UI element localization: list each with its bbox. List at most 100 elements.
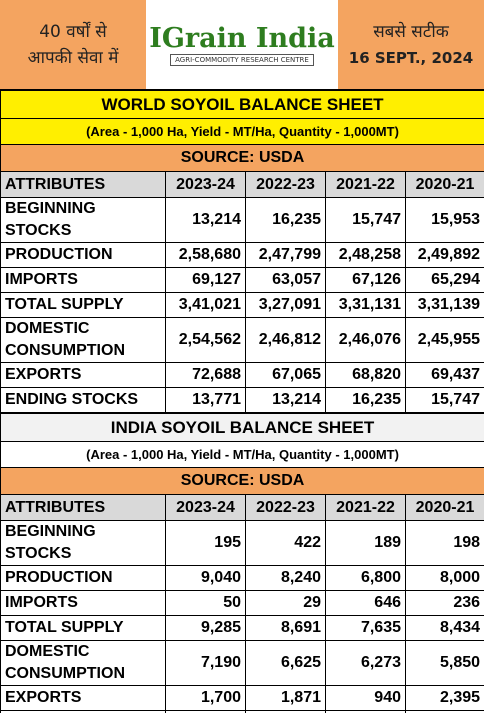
section-subtitle: (Area - 1,000 Ha, Yield - MT/Ha, Quantit… (0, 441, 484, 468)
cell-value: 72,688 (165, 362, 246, 388)
row-label: EXPORTS (0, 685, 166, 711)
column-header: 2020-21 (405, 171, 484, 198)
tagline: आपकी सेवा में (27, 47, 119, 68)
row-label: BEGINNING STOCKS (0, 520, 166, 566)
column-header: 2023-24 (165, 171, 246, 198)
row-label: DOMESTIC CONSUMPTION (0, 640, 166, 686)
cell-value: 646 (325, 590, 406, 616)
cell-value: 6,625 (245, 640, 326, 686)
section-subtitle: (Area - 1,000 Ha, Yield - MT/Ha, Quantit… (0, 118, 484, 145)
row: PRODUCTION 9,040 8,240 6,800 8,000 (0, 565, 484, 591)
cell-value: 13,771 (165, 387, 246, 413)
tables: WORLD SOYOIL BALANCE SHEET (Area - 1,000 … (0, 90, 484, 713)
column-header: 2022-23 (245, 494, 326, 521)
cell-value: 7,635 (325, 615, 406, 641)
column-header: ATTRIBUTES (0, 494, 166, 521)
cell-value: 69,437 (405, 362, 484, 388)
cell-value: 63,057 (245, 267, 326, 293)
cell-value: 7,190 (165, 640, 246, 686)
row-label: DOMESTIC CONSUMPTION (0, 317, 166, 363)
logo: IGrain India (149, 23, 335, 54)
logo-tagline: AGRI-COMMODITY RESEARCH CENTRE (170, 54, 314, 66)
date: 16 SEPT., 2024 (348, 48, 474, 67)
row: ENDING STOCKS395195422189 (0, 710, 484, 713)
column-header: 2022-23 (245, 171, 326, 198)
tagline: 40 वर्षों से (39, 21, 107, 42)
row: IMPORTS 50 29 646 236 (0, 590, 484, 616)
cell-value: 189 (325, 520, 406, 566)
cell-value: 67,065 (245, 362, 326, 388)
cell-value: 2,46,812 (245, 317, 326, 363)
row: BEGINNING STOCKS 195 422 189 198 (0, 520, 484, 566)
cell-value: 3,27,091 (245, 292, 326, 318)
cell-value: 422 (245, 520, 326, 566)
cell-value: 8,691 (245, 615, 326, 641)
cell-value: 236 (404, 590, 484, 616)
row-label: ENDING STOCKS (0, 387, 166, 413)
cell-value: 3,31,131 (325, 292, 406, 318)
cell-value: 2,47,799 (245, 242, 326, 268)
cell-value: 198 (404, 520, 484, 566)
cell-value: 2,45,955 (405, 317, 484, 363)
row-label: BEGINNING STOCKS (0, 197, 166, 243)
row: ENDING STOCKS 13,771 13,214 16,235 15,747 (0, 387, 484, 413)
row: IMPORTS 69,127 63,057 67,126 65,294 (0, 267, 484, 293)
section-title: WORLD SOYOIL BALANCE SHEET (0, 90, 484, 119)
cell-value: 5,850 (404, 640, 484, 686)
section-title: INDIA SOYOIL BALANCE SHEET (0, 413, 484, 442)
header-left: 40 वर्षों से आपकी सेवा में (0, 0, 146, 89)
cell-value: 6,273 (325, 640, 406, 686)
column-header: 2023-24 (165, 494, 246, 521)
cell-value: 1,871 (245, 685, 326, 711)
row: WORLD SOYOIL BALANCE SHEET (0, 90, 484, 119)
row-label: EXPORTS (0, 362, 166, 388)
column-header: 2021-22 (325, 171, 406, 198)
cell-value: 29 (245, 590, 326, 616)
row: PRODUCTION 2,58,680 2,47,799 2,48,258 2,49,8… (0, 242, 484, 268)
row: TOTAL SUPPLY 9,285 8,691 7,635 8,434 (0, 615, 484, 641)
row: EXPORTS 1,700 1,871 940 2,395 (0, 685, 484, 711)
row: ATTRIBUTES 2023-24 2022-23 2021-22 2020-21 (0, 171, 484, 198)
cell-value: 195 (165, 520, 246, 566)
cell-value: 16,235 (245, 197, 326, 243)
row-label: IMPORTS (0, 267, 166, 293)
row-label: PRODUCTION (0, 565, 166, 591)
column-header: 2020-21 (404, 494, 484, 521)
row: DOMESTIC CONSUMPTION 2,54,562 2,46,812 2,46… (0, 317, 484, 363)
row-label: PRODUCTION (0, 242, 166, 268)
row: ATTRIBUTES 2023-24 2022-23 2021-22 2020-21 (0, 494, 484, 521)
balance-sheet: INDIA SOYOIL BALANCE SHEET (Area - 1,000 … (0, 413, 484, 713)
cell-value: 8,240 (245, 565, 326, 591)
logo-box: IGrain India AGRI-COMMODITY RESEARCH CEN… (146, 0, 338, 89)
cell-value: 68,820 (325, 362, 406, 388)
column-header: 2021-22 (325, 494, 406, 521)
row-label: IMPORTS (0, 590, 166, 616)
cell-value: 65,294 (405, 267, 484, 293)
cell-value: 2,395 (404, 685, 484, 711)
cell-value: 13,214 (245, 387, 326, 413)
cell-value: 3,41,021 (165, 292, 246, 318)
cell-value: 16,235 (325, 387, 406, 413)
row: EXPORTS 72,688 67,065 68,820 69,437 (0, 362, 484, 388)
row-label: TOTAL SUPPLY (0, 615, 166, 641)
cell-value: 9,285 (165, 615, 246, 641)
cell-value: 1,700 (165, 685, 246, 711)
row: BEGINNING STOCKS 13,214 16,235 15,747 15,953 (0, 197, 484, 243)
cell-value: 3,31,139 (405, 292, 484, 318)
cell-value: 50 (165, 590, 246, 616)
header: 40 वर्षों से आपकी सेवा में IGrain India … (0, 0, 484, 90)
source: SOURCE: USDA (0, 467, 484, 495)
row: SOURCE: USDA (0, 467, 484, 495)
cell-value: 2,54,562 (165, 317, 246, 363)
row: (Area - 1,000 Ha, Yield - MT/Ha, Quantit… (0, 441, 484, 468)
cell-value: 15,747 (325, 197, 406, 243)
row: SOURCE: USDA (0, 144, 484, 172)
cell-value: 8,000 (404, 565, 484, 591)
header-right: सबसे सटीक 16 SEPT., 2024 (338, 0, 484, 89)
cell-value: 6,800 (325, 565, 406, 591)
cell-value: 9,040 (165, 565, 246, 591)
cell-value: 2,48,258 (325, 242, 406, 268)
cell-value: 2,58,680 (165, 242, 246, 268)
cell-value: 940 (325, 685, 406, 711)
